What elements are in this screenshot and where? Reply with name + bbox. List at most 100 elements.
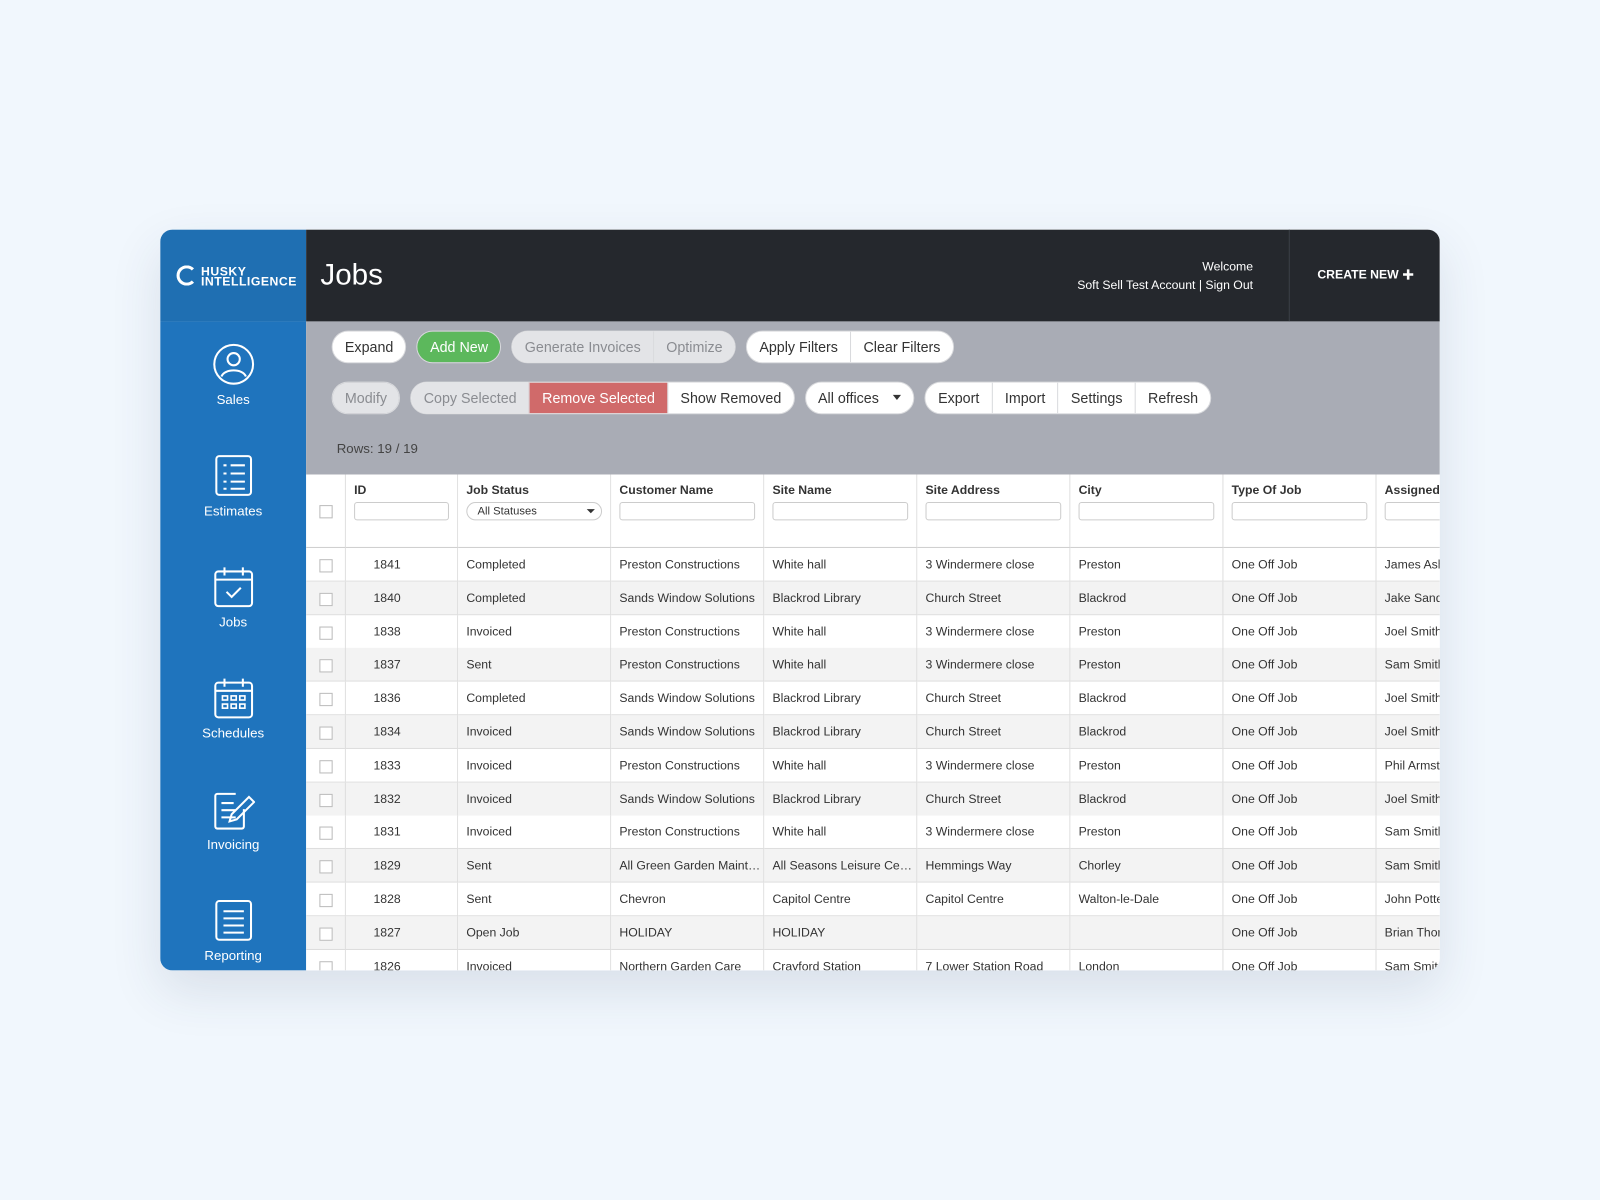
column-filter[interactable] (1231, 502, 1368, 521)
row-checkbox[interactable] (319, 693, 333, 707)
column-header[interactable]: ID (354, 482, 367, 497)
cell: Sent (458, 882, 612, 917)
nav-item[interactable]: Schedules (160, 677, 306, 741)
header-cell: Type Of Job (1223, 474, 1377, 548)
row-checkbox[interactable] (319, 626, 333, 640)
cell: Preston (1070, 748, 1224, 783)
select-all-checkbox[interactable] (319, 505, 333, 519)
column-header[interactable]: Job Status (466, 482, 529, 497)
button[interactable]: All offices (806, 383, 914, 414)
cell: One Off Job (1223, 748, 1377, 783)
logo[interactable]: HUSKY INTELLIGENCE (160, 229, 307, 322)
cell: Completed (458, 547, 612, 582)
row-checkbox[interactable] (319, 893, 333, 908)
button[interactable]: Modify (332, 382, 400, 414)
cell: One Off Job (1223, 882, 1377, 917)
button[interactable]: Apply Filters (759, 338, 838, 356)
cell: 1831 (345, 815, 459, 850)
row-checkbox[interactable] (319, 860, 333, 874)
header-cell: Site Name (764, 474, 918, 548)
cell: 1837 (345, 648, 459, 683)
button[interactable]: Refresh (1134, 382, 1211, 414)
button[interactable]: Remove Selected (528, 382, 668, 414)
cell: Sent (458, 849, 612, 883)
column-header[interactable]: Site Name (772, 482, 832, 497)
button[interactable]: Show Removed (667, 382, 793, 414)
cell: One Off Job (1223, 715, 1377, 749)
column-filter[interactable] (772, 502, 909, 521)
cell: Church Street (917, 581, 1071, 616)
cell: Capitol Centre (764, 882, 918, 917)
button[interactable]: Clear Filters (850, 331, 953, 363)
nav-item[interactable]: Estimates (160, 454, 306, 518)
cell: Blackrod (1070, 581, 1224, 616)
row-checkbox[interactable] (319, 927, 333, 941)
status-filter[interactable]: All Statuses (466, 502, 603, 521)
logo-text: INTELLIGENCE (201, 274, 297, 289)
column-filter[interactable] (354, 502, 449, 521)
cell: HOLIDAY (764, 916, 918, 950)
cell: 1832 (345, 782, 459, 816)
column-header[interactable]: Site Address (925, 482, 1000, 497)
row-checkbox[interactable] (319, 793, 333, 807)
button[interactable]: Settings (1057, 382, 1135, 414)
header-cell: City (1070, 474, 1224, 548)
cell: White hall (764, 648, 918, 683)
button[interactable]: Optimize (652, 331, 735, 363)
header-cell: ID (345, 474, 459, 548)
button[interactable]: Copy Selected (411, 382, 529, 414)
cell: Invoiced (458, 715, 612, 749)
cell: Church Street (917, 715, 1071, 749)
row-checkbox[interactable] (319, 659, 333, 673)
column-header[interactable]: Customer Name (619, 482, 714, 497)
button[interactable]: Add New (417, 331, 501, 363)
cell: Preston (1070, 648, 1224, 683)
column-header[interactable]: City (1078, 482, 1102, 497)
nav-item[interactable]: Invoicing (160, 788, 306, 852)
dropdown-caret (893, 394, 902, 404)
column-header[interactable]: Type Of Job (1231, 482, 1302, 497)
cell (306, 614, 346, 649)
cell: Preston (1070, 614, 1224, 649)
cell (306, 916, 346, 950)
cell: Chevron (611, 882, 765, 917)
cell (306, 715, 346, 749)
nav-item[interactable]: Reporting (160, 899, 306, 963)
cell: James Ash (1376, 547, 1440, 582)
column-filter[interactable] (925, 502, 1062, 521)
cell: Sands Window Solutions (611, 782, 765, 816)
row-checkbox[interactable] (319, 592, 333, 606)
button[interactable]: Generate Invoices (512, 331, 653, 363)
cell: Joel Smith (1376, 681, 1440, 716)
cell: 3 Windermere close (917, 547, 1071, 582)
column-filter[interactable] (1078, 502, 1215, 521)
row-checkbox[interactable] (319, 960, 333, 971)
cell: London (1070, 949, 1224, 971)
column-filter[interactable] (1384, 502, 1440, 521)
column-header[interactable]: Assigned T (1384, 482, 1440, 497)
cell: Brian Thor (1376, 916, 1440, 950)
create-new[interactable]: CREATE NEW (1317, 267, 1399, 282)
button[interactable]: Import (991, 382, 1058, 414)
button[interactable]: Export (938, 389, 980, 407)
cell: HOLIDAY (611, 916, 765, 950)
row-checkbox[interactable] (319, 759, 333, 774)
nav-item[interactable]: Sales (160, 343, 306, 407)
nav-item[interactable]: Jobs (160, 565, 306, 630)
row-checkbox[interactable] (319, 559, 333, 573)
cell (306, 547, 346, 582)
welcome: Welcome (1202, 259, 1254, 274)
cell: Sands Window Solutions (611, 715, 765, 749)
cell: White hall (764, 748, 918, 783)
cell: White hall (764, 547, 918, 582)
cell: Sam Smith (1376, 815, 1440, 850)
toolbar: Expand Add New Generate Invoices Optimize Ap… (306, 321, 1440, 475)
row-checkbox[interactable] (319, 826, 333, 841)
cell: White hall (764, 614, 918, 649)
button[interactable]: Expand (344, 338, 394, 356)
row-checkbox[interactable] (319, 726, 333, 740)
cell: Joel Smith (1376, 715, 1440, 749)
button-group: Copy Selected Remove Selected Show Removed (410, 381, 795, 415)
column-filter[interactable] (619, 502, 756, 521)
account-link[interactable]: Soft Sell Test Account | Sign Out (1077, 277, 1254, 292)
